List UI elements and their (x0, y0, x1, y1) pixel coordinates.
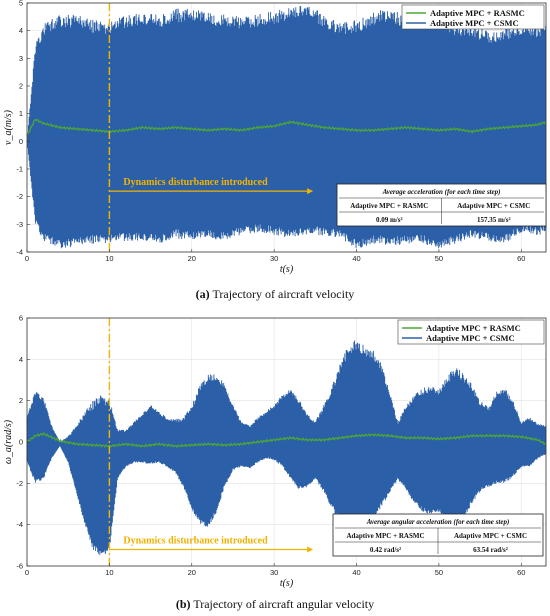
chart-a-legend-label-1: Adaptive MPC + CSMC (430, 18, 519, 28)
chart-a-ytick-label: -1 (16, 165, 23, 174)
caption-b: (b) Trajectory of aircraft angular veloc… (0, 597, 550, 612)
chart-a-ytick-label: -3 (16, 220, 23, 229)
chart-b-legend-box (397, 319, 545, 345)
chart-b-ytick-label: -6 (16, 562, 23, 571)
chart-a-xtick-label: 50 (435, 254, 443, 263)
caption-b-text: Trajectory of aircraft angular velocity (193, 597, 375, 611)
chart-b-ytick-label: 6 (19, 314, 23, 323)
chart-b-table-header-1: Adaptive MPC + CSMC (454, 532, 527, 540)
chart-a-disturbance-label: Dynamics disturbance introduced (123, 177, 268, 188)
chart-b-results-table: Average angular acceleration (for each t… (332, 513, 544, 557)
chart-a-series-csmc (27, 5, 547, 249)
chart-b-disturbance-arrowhead (307, 546, 314, 553)
chart-a-table-header-1: Adaptive MPC + CSMC (457, 202, 530, 210)
chart-b-ytick-label: 2 (19, 396, 23, 405)
chart-a-table-value-0: 0.09 m/s² (376, 216, 403, 224)
chart-a-ytick-label: 2 (19, 82, 23, 91)
chart-a-ytick-label: 1 (19, 109, 23, 118)
chart-a-xtick-label: 20 (188, 254, 196, 263)
chart-b-ylabel: ω_a(rad/s) (3, 419, 14, 464)
chart-a-disturbance-arrowhead (307, 188, 314, 195)
chart-a-xlabel: t(s) (280, 264, 294, 275)
chart-a-xtick-label: 0 (25, 254, 29, 263)
chart-a-series-rasmc (26, 118, 546, 137)
chart-b-series-rasmc (26, 432, 546, 449)
chart-b-ticks: 0 10 20 30 40 50 60 -6 -4 -2 0 2 4 6 (16, 314, 525, 578)
caption-a-text: Trajectory of aircraft velocity (212, 287, 355, 301)
chart-a-csmc-band (27, 5, 547, 249)
chart-a-table-header-0: Adaptive MPC + RASMC (350, 202, 428, 210)
chart-a-ytick-label: 3 (19, 54, 23, 63)
chart-a-ylabel: v_a(m/s) (3, 109, 14, 145)
chart-a-ytick-label: -2 (16, 192, 23, 201)
chart-a-legend-label-0: Adaptive MPC + RASMC (430, 8, 525, 18)
chart-a-ytick-label: 5 (19, 0, 23, 8)
chart-b-xtick-label: 30 (270, 568, 278, 577)
chart-b-xtick-label: 10 (105, 568, 113, 577)
chart-b-xlabel: t(s) (280, 578, 294, 589)
chart-b-xtick-label: 60 (517, 568, 525, 577)
chart-b-table-value-0: 0.42 rad/s² (370, 546, 401, 554)
chart-a-xtick-label: 30 (270, 254, 278, 263)
chart-a-legend-box (401, 4, 545, 30)
chart-b-ytick-label: -2 (16, 479, 23, 488)
chart-a-ytick-label: 4 (19, 26, 23, 35)
chart-b-xtick-label: 40 (352, 568, 360, 577)
chart-a-xtick-label: 40 (352, 254, 360, 263)
chart-b-legend-label-1: Adaptive MPC + CSMC (426, 333, 515, 343)
chart-a-ticks: 0 10 20 30 40 50 60 -4 -3 -2 -1 0 1 2 3 4 5 (16, 0, 525, 263)
chart-b-ytick-label: 0 (19, 438, 23, 447)
chart-a-ytick-label: -4 (16, 248, 23, 257)
caption-a: (a) Trajectory of aircraft velocity (0, 287, 550, 302)
chart-a-rasmc-line (26, 118, 546, 137)
chart-b-ytick-label: 4 (19, 355, 23, 364)
chart-b-xtick-label: 0 (25, 568, 29, 577)
chart-b-table-value-1: 63.54 rad/s² (473, 546, 508, 554)
chart-b-table-title: Average angular acceleration (for each t… (366, 518, 510, 526)
chart-a-table-value-1: 157.35 m/s² (477, 216, 511, 224)
chart-b-rasmc-line (26, 432, 546, 449)
chart-a-xtick-label: 10 (105, 254, 113, 263)
chart-a-ytick-label: 0 (19, 137, 23, 146)
chart-a-results-table: Average acceleration (for each time step… (336, 183, 547, 227)
chart-b-table-header-0: Adaptive MPC + RASMC (346, 532, 424, 540)
caption-b-label: (b) (175, 597, 191, 611)
chart-a-axes-frame (26, 2, 547, 253)
chart-b-legend-label-0: Adaptive MPC + RASMC (426, 323, 521, 333)
chart-a-xtick-label: 60 (517, 254, 525, 263)
chart-b-disturbance-label: Dynamics disturbance introduced (123, 535, 268, 546)
chart-b-xtick-label: 20 (188, 568, 196, 577)
chart-b-xtick-label: 50 (435, 568, 443, 577)
chart-a-table-title: Average acceleration (for each time step… (382, 188, 501, 196)
chart-b-ytick-label: -4 (16, 520, 23, 529)
caption-a-label: (a) (195, 287, 210, 301)
